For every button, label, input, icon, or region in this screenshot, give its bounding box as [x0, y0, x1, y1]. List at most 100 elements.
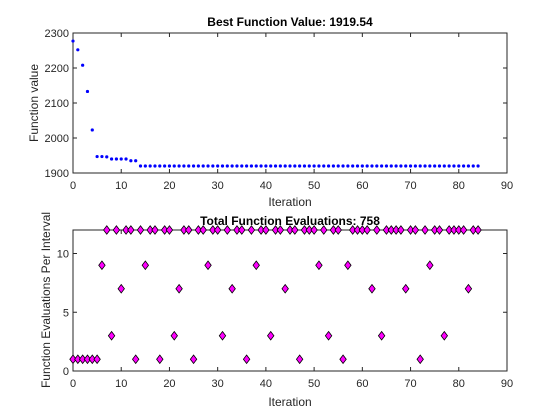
data-point — [240, 164, 244, 168]
x-tick-label: 80 — [453, 180, 465, 192]
data-point — [423, 164, 427, 168]
data-point — [315, 260, 323, 271]
data-point — [413, 164, 417, 168]
data-point — [78, 354, 87, 365]
data-point — [194, 225, 203, 235]
data-point — [148, 164, 152, 168]
data-point — [259, 164, 263, 168]
data-point — [302, 164, 307, 168]
data-point — [339, 354, 347, 365]
y-tick-label: 1900 — [45, 168, 69, 180]
x-tick-label: 70 — [404, 378, 416, 390]
data-point — [204, 260, 212, 271]
data-point — [341, 164, 345, 168]
data-point — [90, 128, 94, 132]
data-point — [457, 164, 461, 168]
data-point — [288, 164, 292, 168]
data-point — [368, 283, 376, 294]
data-point — [187, 164, 191, 168]
data-point — [69, 354, 77, 365]
data-point — [334, 225, 342, 235]
x-axis-label: Iteration — [268, 195, 311, 209]
data-point — [165, 225, 174, 235]
chart-title: Best Function Value: 1919.54 — [207, 15, 373, 29]
x-tick-label: 40 — [260, 378, 272, 390]
data-point — [278, 164, 282, 168]
data-point — [209, 225, 217, 235]
data-point — [471, 164, 475, 168]
data-point — [85, 89, 90, 94]
data-point — [331, 164, 335, 168]
data-point — [233, 225, 241, 235]
data-point — [230, 164, 234, 168]
data-point — [88, 354, 96, 365]
data-point — [138, 164, 143, 168]
data-point — [353, 225, 362, 235]
data-point — [317, 164, 321, 168]
y-tick-label: 2300 — [45, 28, 69, 40]
data-point — [100, 154, 104, 159]
data-point — [95, 154, 99, 159]
data-points — [71, 39, 480, 168]
x-tick-label: 30 — [212, 180, 224, 192]
data-point — [435, 225, 444, 235]
data-point — [300, 225, 309, 235]
data-point — [455, 225, 463, 235]
y-tick-label: 0 — [63, 366, 69, 378]
x-tick-label: 40 — [260, 180, 272, 192]
data-point — [464, 283, 473, 294]
data-point — [220, 164, 225, 168]
data-point — [459, 225, 468, 235]
data-point — [373, 225, 381, 235]
data-point — [245, 164, 249, 168]
data-point — [216, 164, 220, 168]
x-axis-label: Iteration — [268, 395, 311, 409]
data-point — [445, 225, 453, 235]
data-point — [117, 283, 125, 294]
data-point — [365, 164, 369, 168]
data-point — [76, 48, 80, 52]
data-point — [276, 225, 285, 235]
x-axis-ticks: 0 10 20 30 40 50 60 70 80 90 — [70, 33, 513, 192]
data-point — [380, 164, 384, 168]
data-point — [295, 354, 304, 365]
data-point — [305, 225, 313, 235]
data-point — [421, 225, 429, 235]
data-point — [109, 157, 114, 161]
x-tick-label: 70 — [404, 180, 416, 192]
data-point — [151, 225, 159, 235]
data-point — [141, 260, 150, 271]
x-tick-label: 20 — [163, 378, 175, 390]
x-tick-label: 10 — [115, 378, 127, 390]
data-point — [322, 164, 326, 168]
data-point — [377, 330, 386, 341]
data-point — [167, 164, 172, 168]
data-point — [344, 260, 352, 271]
y-tick-label: 2200 — [45, 63, 69, 75]
data-point — [131, 354, 140, 365]
data-point — [408, 164, 413, 168]
data-point — [320, 225, 328, 235]
y-tick-label: 2100 — [45, 98, 69, 110]
y-axis-ticks: 0 5 10 — [57, 249, 507, 378]
data-point — [394, 164, 398, 168]
data-point — [201, 164, 205, 168]
data-point — [153, 164, 157, 168]
data-point — [426, 260, 434, 271]
function-evaluations-chart: Total Function Evaluations: 758 0 5 10 0 10… — [39, 212, 513, 409]
data-point — [312, 164, 316, 168]
data-point — [406, 225, 415, 235]
data-point — [223, 225, 232, 235]
chart-title: Total Function Evaluations: 758 — [200, 214, 380, 228]
data-point — [384, 164, 389, 168]
y-axis-ticks: 1900 2000 2100 2200 2300 — [45, 28, 507, 180]
data-point — [324, 330, 333, 341]
data-point — [264, 164, 268, 168]
data-point — [191, 164, 196, 168]
data-point — [127, 225, 135, 235]
data-point — [93, 354, 101, 365]
data-point — [428, 164, 432, 168]
data-point — [235, 164, 239, 168]
data-point — [469, 225, 477, 235]
data-point — [375, 164, 379, 168]
